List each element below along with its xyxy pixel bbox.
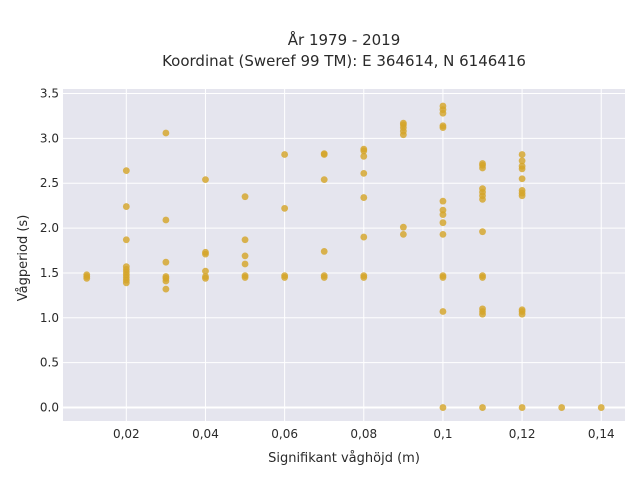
plot-area — [63, 89, 625, 421]
data-point — [518, 404, 526, 411]
data-point — [202, 273, 209, 280]
data-point — [360, 194, 368, 201]
data-point — [479, 228, 486, 236]
data-point — [162, 258, 170, 266]
grid-lines — [63, 89, 625, 421]
data-point — [518, 186, 526, 194]
data-point — [281, 272, 289, 280]
data-point — [558, 404, 566, 411]
x-tick-label: 0,14 — [588, 427, 615, 441]
x-tick-label: 0,1 — [433, 427, 452, 441]
data-point — [399, 223, 407, 231]
data-point — [479, 305, 486, 313]
data-point — [439, 206, 447, 214]
data-point — [439, 122, 447, 130]
data-point — [122, 167, 130, 175]
data-point — [162, 273, 170, 280]
data-point — [479, 404, 486, 411]
data-point — [360, 169, 368, 177]
y-tick-label: 1.5 — [40, 266, 59, 280]
data-point — [439, 197, 447, 205]
data-point — [518, 157, 526, 165]
data-point — [241, 252, 249, 260]
y-axis-label: Vågperiod (s) — [16, 215, 31, 302]
data-point — [241, 236, 249, 244]
data-point — [320, 248, 328, 255]
data-point — [320, 176, 328, 184]
data-point — [439, 404, 447, 411]
data-point — [281, 151, 289, 158]
data-point — [439, 102, 447, 110]
x-axis-ticks: 0,02 0,04 0,06 0,08 0,1 0,12 0,14 — [113, 427, 615, 441]
data-point — [202, 267, 209, 275]
x-tick-label: 0,04 — [192, 427, 219, 441]
data-point — [439, 272, 447, 280]
data-point — [399, 230, 407, 238]
data-point — [320, 150, 328, 158]
chart-subtitle: Koordinat (Sweref 99 TM): E 364614, N 61… — [162, 52, 526, 70]
data-point — [202, 176, 209, 184]
data-point — [162, 216, 170, 224]
y-axis-ticks: 0.0 0.5 1.0 1.5 2.0 2.5 3.0 3.5 — [40, 86, 59, 414]
data-point — [479, 160, 486, 167]
data-point — [122, 236, 130, 244]
chart-title: År 1979 - 2019 — [288, 30, 401, 49]
y-tick-label: 3.5 — [40, 86, 59, 100]
data-point — [360, 272, 368, 280]
data-point — [518, 306, 526, 314]
x-tick-label: 0,12 — [509, 427, 536, 441]
data-point — [360, 152, 368, 160]
data-point — [479, 185, 486, 193]
x-tick-label: 0,08 — [350, 427, 377, 441]
x-tick-label: 0,02 — [113, 427, 140, 441]
y-tick-label: 2.5 — [40, 176, 59, 190]
data-point — [479, 272, 486, 280]
data-point — [439, 308, 447, 315]
data-point — [202, 248, 209, 256]
data-point — [360, 233, 368, 241]
y-tick-label: 2.0 — [40, 221, 59, 235]
data-point — [399, 119, 407, 127]
data-point — [439, 230, 447, 238]
data-point — [597, 404, 605, 411]
data-point — [518, 151, 526, 158]
data-point — [241, 260, 249, 268]
data-point — [162, 129, 170, 137]
data-point — [518, 162, 526, 170]
data-point — [281, 204, 289, 212]
y-tick-label: 0.0 — [40, 401, 59, 415]
data-point — [320, 272, 328, 280]
data-point — [360, 145, 368, 153]
y-tick-label: 1.0 — [40, 311, 59, 325]
data-point — [439, 219, 447, 227]
data-point — [122, 203, 130, 210]
data-points — [83, 102, 605, 411]
data-point — [162, 285, 170, 293]
data-point — [122, 263, 130, 271]
y-tick-label: 0.5 — [40, 356, 59, 370]
data-point — [518, 175, 526, 183]
y-tick-label: 3.0 — [40, 131, 59, 145]
x-axis-label: Signifikant våghöjd (m) — [268, 451, 420, 466]
data-point — [241, 193, 249, 201]
data-point — [241, 272, 249, 280]
x-tick-label: 0,06 — [271, 427, 298, 441]
data-point — [83, 271, 91, 279]
